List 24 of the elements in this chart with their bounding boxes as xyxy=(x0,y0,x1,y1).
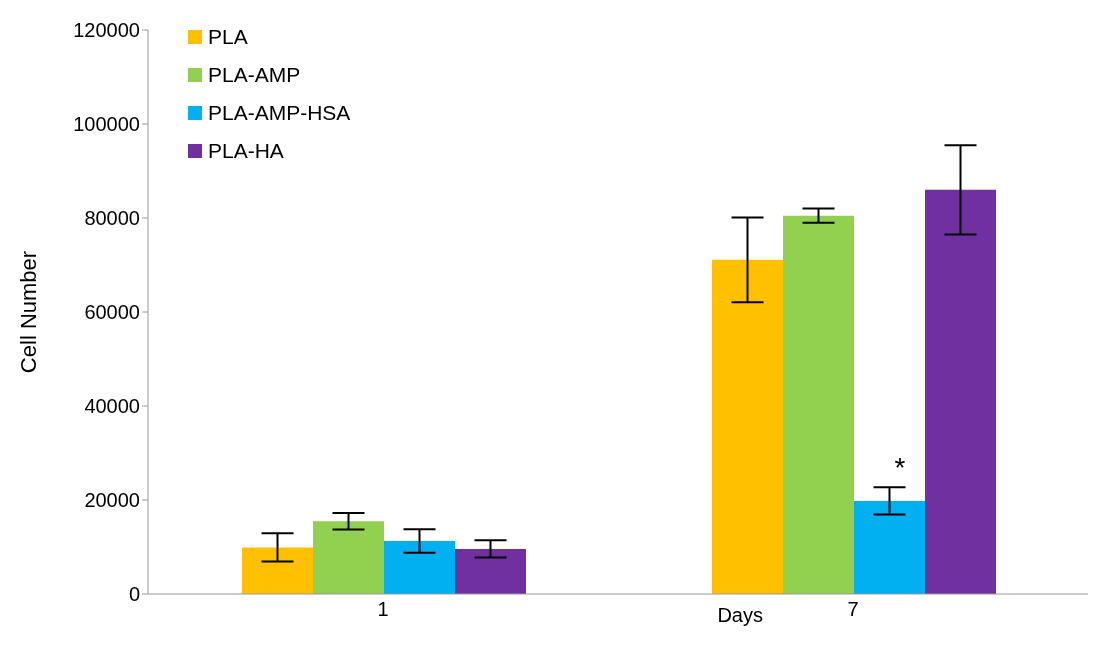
legend-label: PLA-AMP-HSA xyxy=(208,100,351,126)
x-tick-label: 1 xyxy=(377,598,389,621)
bar xyxy=(783,215,854,594)
x-tick-label: 7 xyxy=(847,598,859,621)
y-tick-label: 80000 xyxy=(84,207,140,230)
y-tick-label: 60000 xyxy=(84,301,140,324)
bar xyxy=(925,189,996,594)
bar xyxy=(854,500,925,594)
bar xyxy=(242,547,313,594)
bar xyxy=(384,540,455,594)
legend-label: PLA-HA xyxy=(208,138,284,164)
bar xyxy=(313,521,384,594)
y-tick-label: 40000 xyxy=(84,395,140,418)
bar xyxy=(455,548,526,594)
legend-label: PLA xyxy=(208,24,248,50)
annotation: * xyxy=(894,451,906,483)
x-axis-title: Days xyxy=(717,604,763,626)
y-axis-title: Cell Number xyxy=(15,250,41,374)
y-tick-label: 20000 xyxy=(84,489,140,512)
legend-label: PLA-AMP xyxy=(208,62,301,88)
y-tick-label: 0 xyxy=(128,583,140,606)
y-tick-label: 120000 xyxy=(73,19,140,42)
bar xyxy=(712,259,783,594)
y-tick-label: 100000 xyxy=(73,113,140,136)
